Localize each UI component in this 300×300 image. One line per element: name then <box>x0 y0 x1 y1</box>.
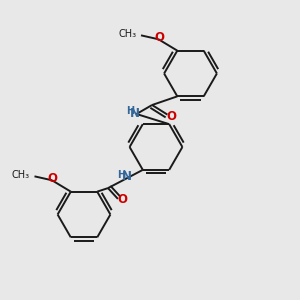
Text: N: N <box>122 170 132 183</box>
Text: CH₃: CH₃ <box>12 170 30 180</box>
Text: H: H <box>126 106 134 116</box>
Text: H: H <box>117 169 126 180</box>
Text: CH₃: CH₃ <box>118 29 136 39</box>
Text: O: O <box>47 172 58 185</box>
Text: O: O <box>166 110 176 123</box>
Text: O: O <box>154 31 164 44</box>
Text: N: N <box>130 106 140 120</box>
Text: O: O <box>118 193 128 206</box>
